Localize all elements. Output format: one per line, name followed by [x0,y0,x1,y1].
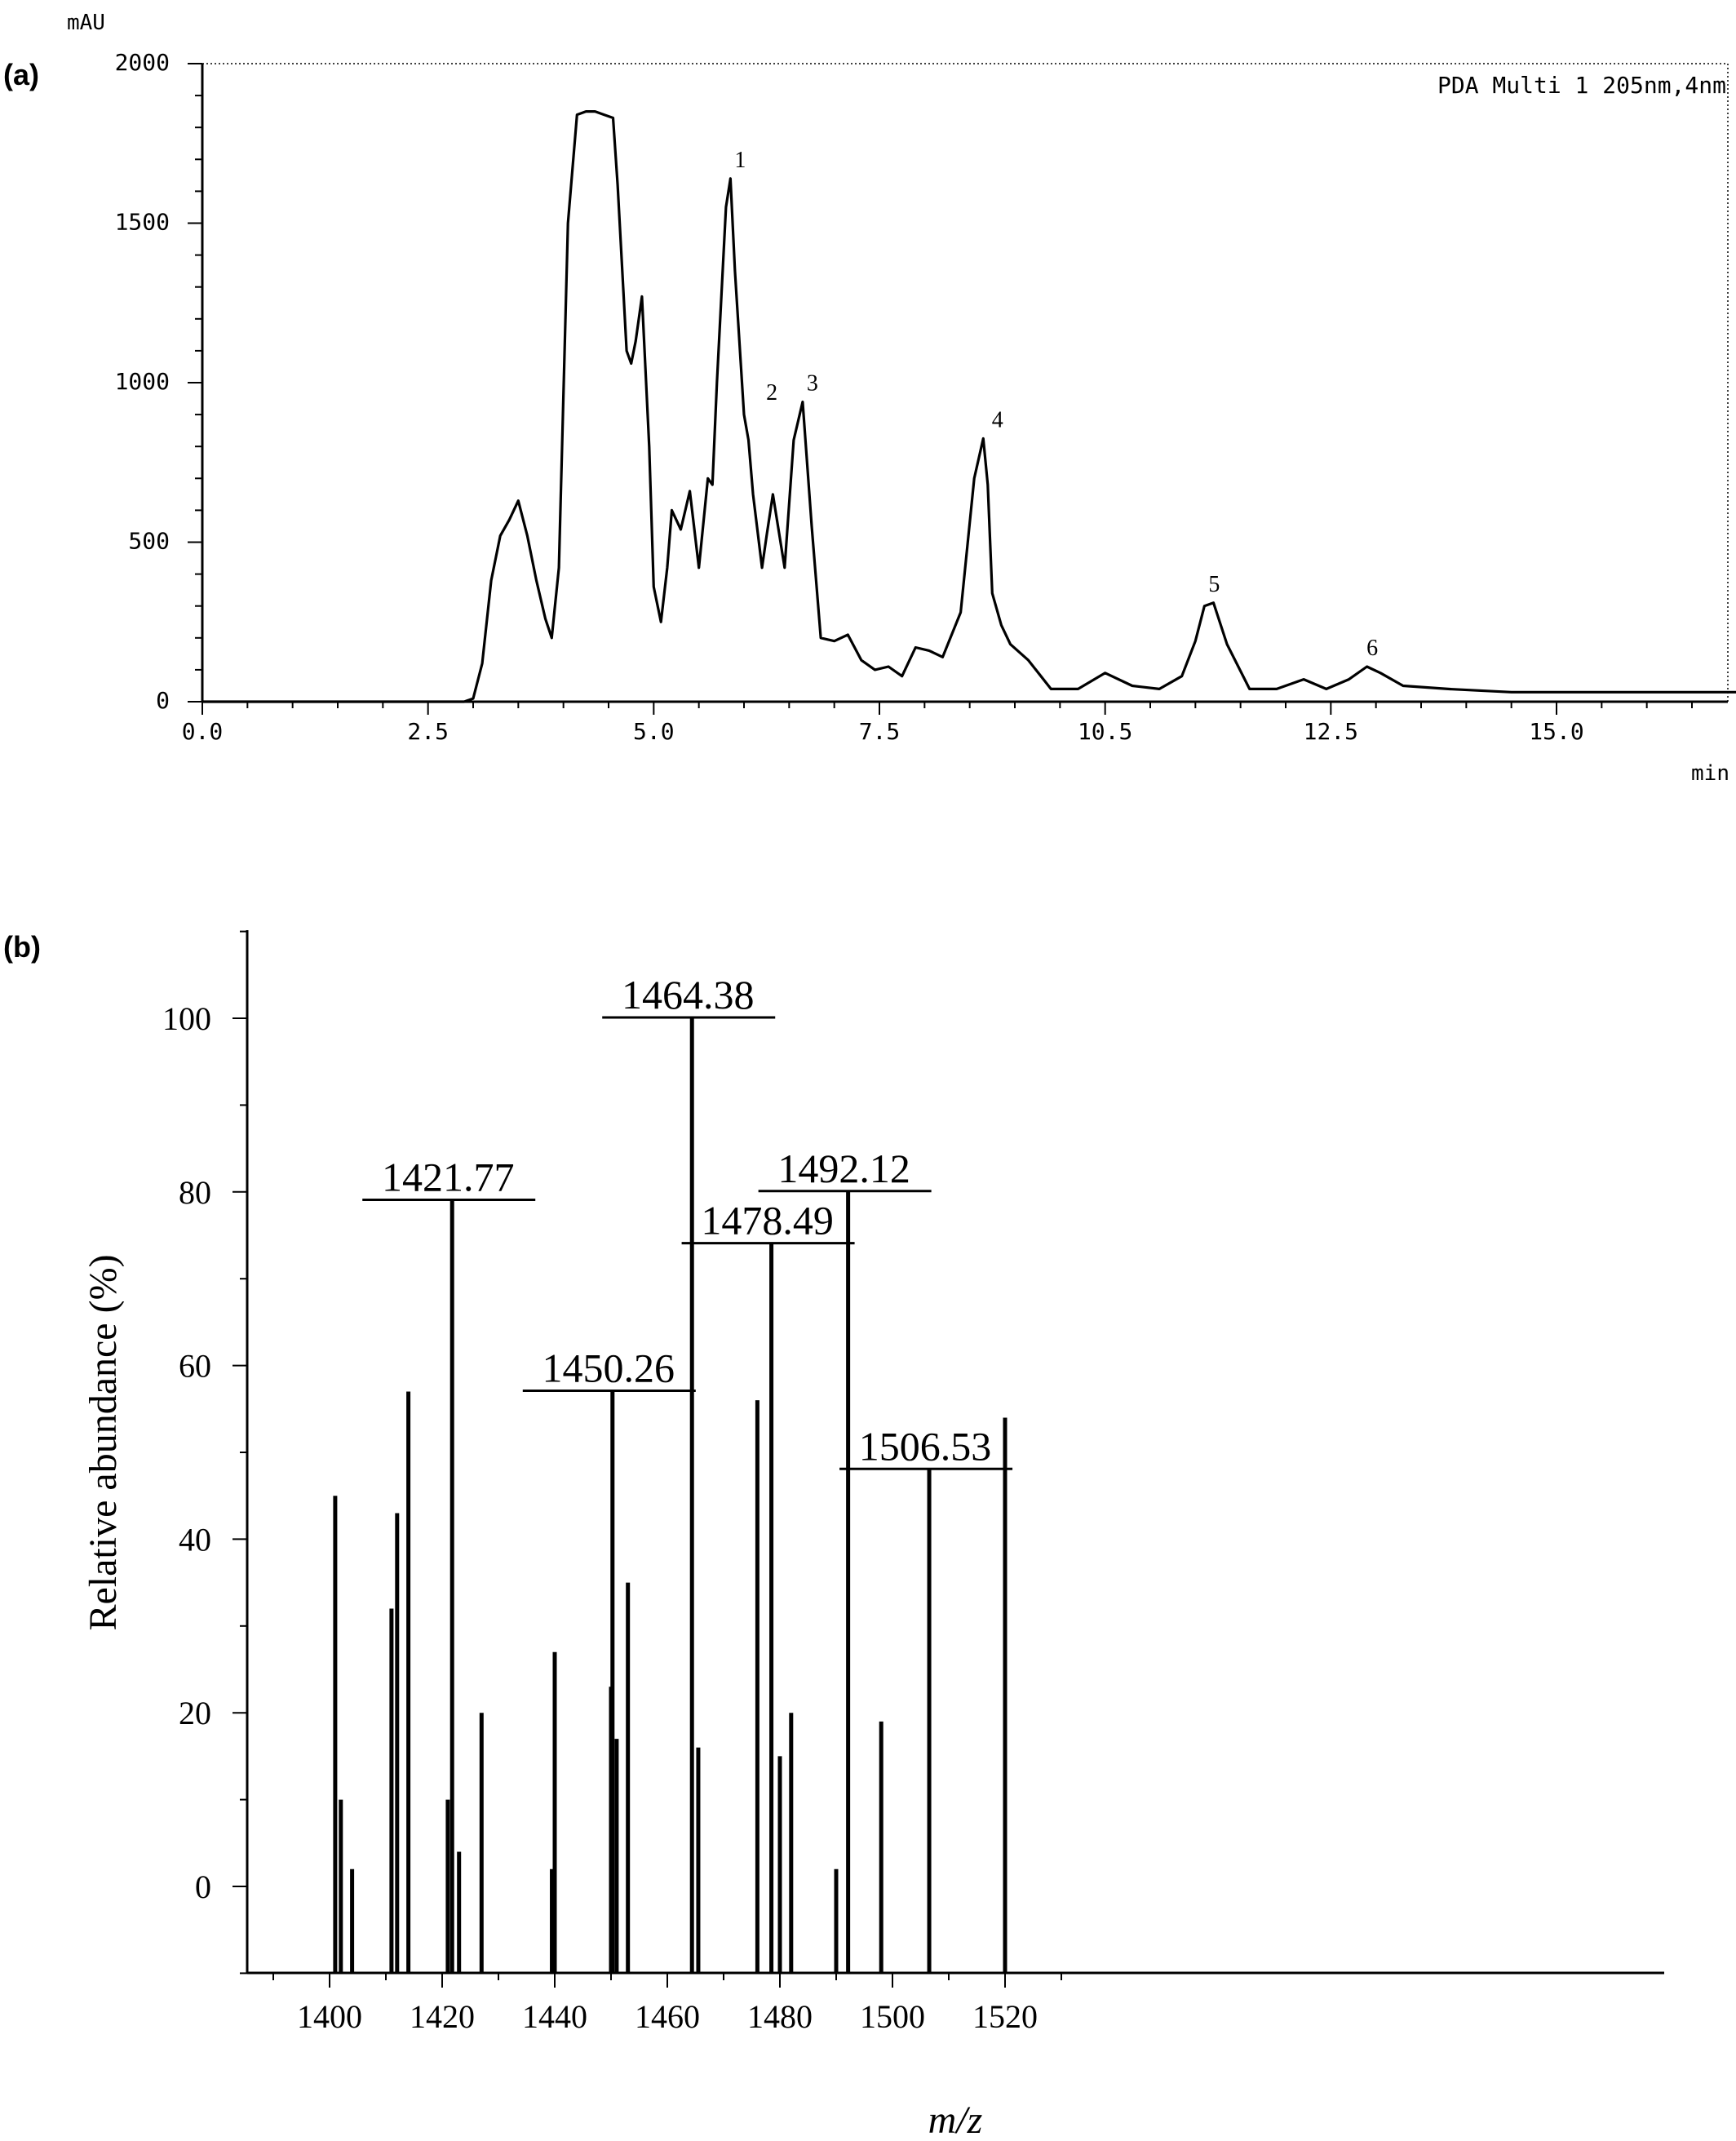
y-axis-label-b: Relative abundance (%) [82,1254,125,1630]
y-axis-label-a: mAU [67,11,105,35]
peak-mz-label: 1492.12 [777,1146,910,1191]
peak-number-label: 3 [807,370,818,396]
x-tick-label-b: 1440 [522,1998,587,2035]
peak-number-label: 5 [1208,572,1220,597]
x-tick-label-a: 15.0 [1529,718,1583,745]
chromatogram-panel: (a) mAU min PDA Multi 1 205nm,4nm 050010… [3,11,1736,786]
y-ticks-a: 0 500 1000 1500 2000 [115,49,202,714]
y-tick-label-b: 100 [162,1000,211,1037]
x-tick-label-b: 1420 [410,1998,475,2035]
x-ticks-b: 1400 1420 1440 1460 1480 1500 1520 [272,1973,1062,2035]
peak-number-label: 6 [1366,636,1378,661]
x-axis-label-b: m/z [928,2099,983,2141]
mass-spectrum-panel: (b) m/z Relative abundance (%) 0 20 40 60 80… [3,930,1664,2141]
x-tick-label-a: 10.5 [1078,718,1132,745]
y-tick-label-a: 1000 [115,368,170,395]
peak-annotations-a: 1 2 3 4 5 6 [734,148,1378,661]
peak-number-label: 4 [992,407,1003,432]
y-tick-label-a: 1500 [115,209,170,236]
x-ticks-a: 0.0 2.5 5.0 7.5 10.5 12.5 15.0 [182,702,1693,745]
x-tick-label-a: 2.5 [407,718,449,745]
chromatogram-trace [202,110,1736,703]
x-tick-label-a: 0.0 [182,718,224,745]
y-tick-label-b: 80 [179,1174,211,1211]
peak-number-label: 1 [734,148,746,173]
panel-label-b: (b) [3,930,41,964]
peak-mz-label: 1450.26 [542,1345,675,1391]
legend-text-a: PDA Multi 1 205nm,4nm [1437,72,1726,99]
peak-mz-label: 1478.49 [701,1198,834,1243]
y-tick-label-b: 60 [179,1348,211,1385]
x-tick-label-a: 5.0 [633,718,675,745]
x-tick-label-b: 1460 [635,1998,700,2035]
y-tick-label-a: 2000 [115,49,170,76]
peak-labels-b: 1421.77 1450.26 1464.38 1478.49 1492.12 1506.… [362,972,1013,1470]
x-tick-label-b: 1400 [297,1998,362,2035]
plot-frame-a [202,63,1729,703]
peak-mz-label: 1421.77 [382,1154,515,1199]
y-ticks-b: 0 20 40 60 80 100 [162,930,247,1975]
y-tick-label-a: 0 [156,687,170,714]
y-tick-label-a: 500 [128,528,170,555]
panel-label-a: (a) [3,58,39,91]
x-tick-label-a: 12.5 [1304,718,1358,745]
x-axis-label-a: min [1691,761,1729,786]
y-tick-label-b: 20 [179,1695,211,1731]
x-tick-label-b: 1520 [972,1998,1038,2035]
peak-number-label: 2 [766,380,777,406]
y-tick-label-b: 40 [179,1521,211,1558]
peak-mz-label: 1506.53 [859,1423,992,1469]
spectrum-bars [333,1018,1008,1974]
y-tick-label-b: 0 [195,1868,211,1905]
peak-mz-label: 1464.38 [622,972,755,1017]
x-tick-label-b: 1500 [860,1998,925,2035]
x-tick-label-b: 1480 [747,1998,813,2035]
x-tick-label-a: 7.5 [859,718,901,745]
